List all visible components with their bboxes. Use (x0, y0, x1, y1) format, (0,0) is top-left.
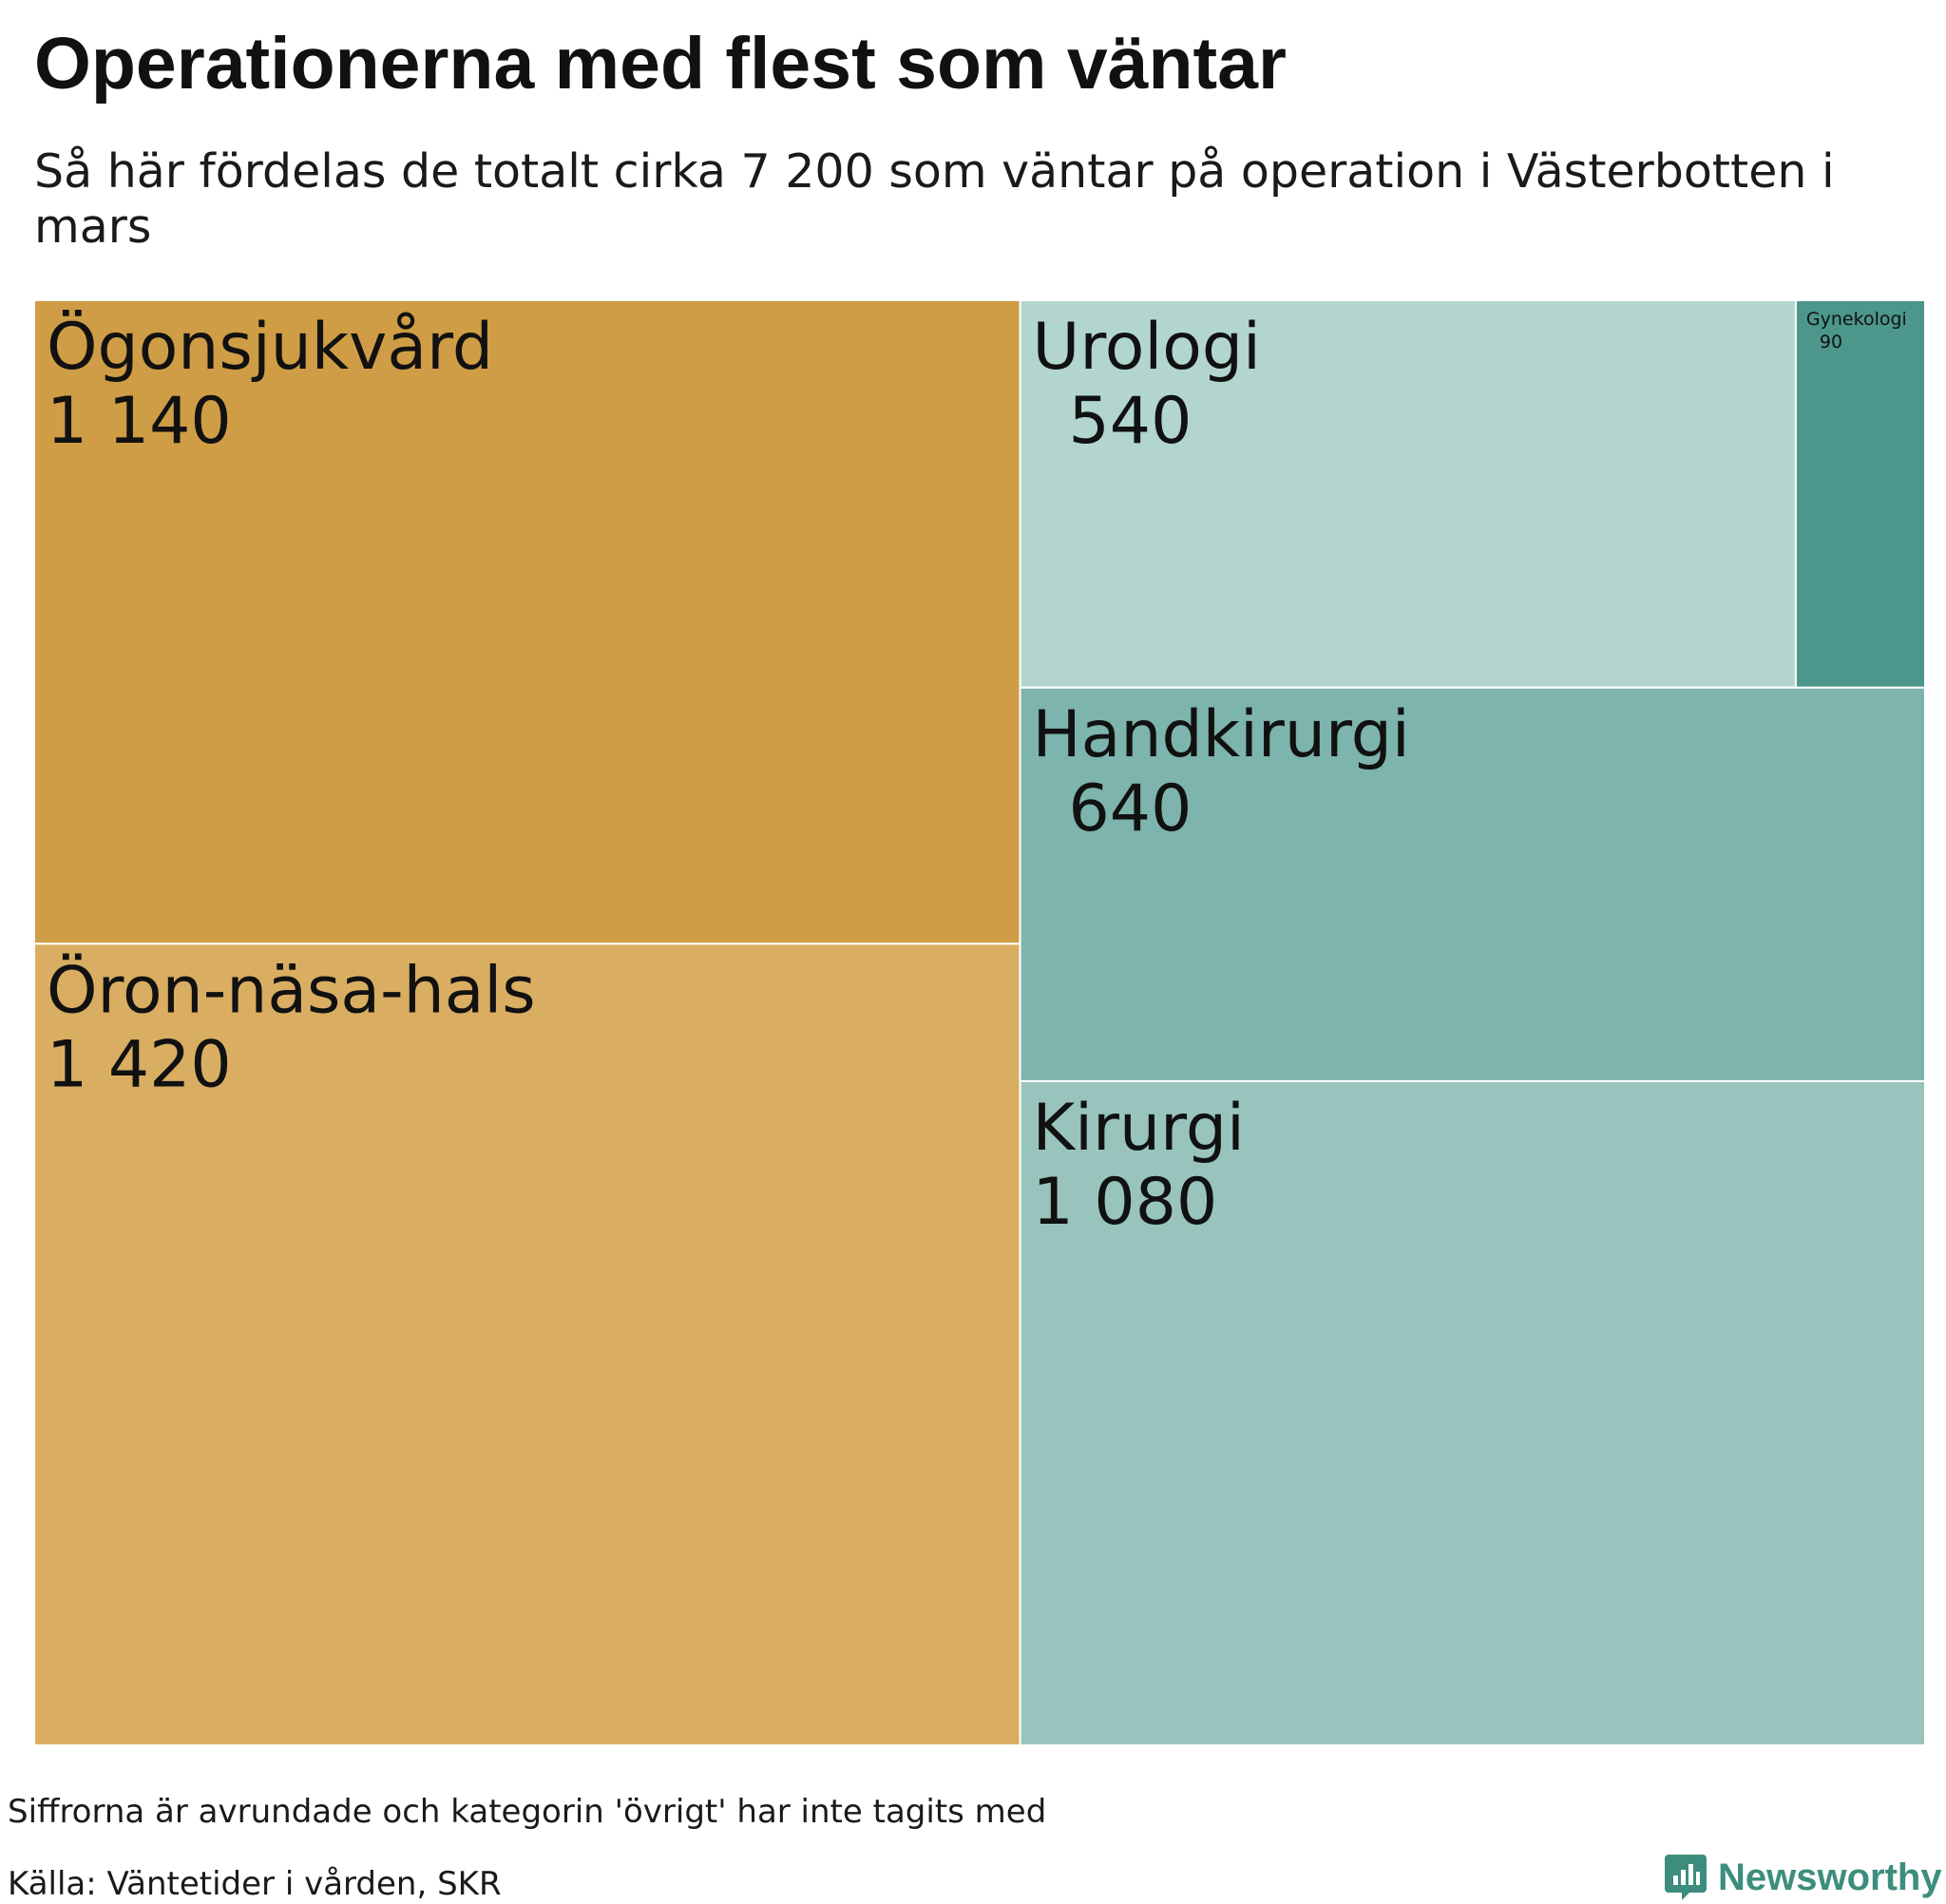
brand-name: Newsworthy (1718, 1856, 1942, 1898)
tile-gynekologi (1794, 299, 1926, 689)
value-urologi: 540 (1069, 384, 1192, 459)
rounding-footnote: Siffrorna är avrundade och kategorin 'öv… (8, 1793, 1047, 1831)
value-gynekologi: 90 (1820, 332, 1842, 352)
label-ogonsjukvard: Ögonsjukvård (47, 310, 493, 385)
chart-subtitle: Så här fördelas de totalt cirka 7 200 so… (34, 144, 1835, 254)
tile-kirurgi (1019, 1079, 1926, 1746)
label-urologi: Urologi (1033, 310, 1261, 385)
source-note: Källa: Väntetider i vården, SKR (8, 1865, 502, 1903)
label-oron-nasa-hals: Öron-näsa-hals (47, 953, 536, 1028)
newsworthy-brand[interactable]: Newsworthy (1665, 1851, 1942, 1904)
value-handkirurgi: 640 (1069, 771, 1192, 847)
tile-handkirurgi (1019, 686, 1926, 1082)
newsworthy-logo-icon (1665, 1855, 1707, 1900)
tile-urologi (1019, 299, 1797, 689)
label-gynekologi: Gynekologi (1806, 309, 1907, 330)
tile-oron-nasa-hals (33, 942, 1021, 1746)
value-ogonsjukvard: 1 140 (47, 384, 232, 459)
label-kirurgi: Kirurgi (1033, 1091, 1245, 1166)
value-oron-nasa-hals: 1 420 (47, 1027, 232, 1102)
value-kirurgi: 1 080 (1033, 1165, 1218, 1240)
chart-title: Operationerna med flest som väntar (34, 23, 1287, 105)
label-handkirurgi: Handkirurgi (1033, 697, 1410, 772)
